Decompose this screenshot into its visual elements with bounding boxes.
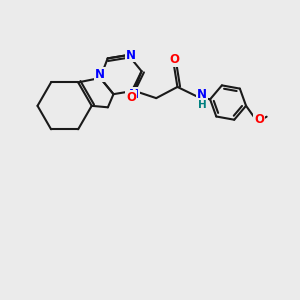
Text: N: N — [95, 68, 105, 81]
Text: O: O — [126, 91, 136, 104]
Text: H: H — [198, 100, 206, 110]
Text: O: O — [254, 113, 264, 126]
Text: N: N — [129, 88, 139, 101]
Text: N: N — [197, 88, 207, 101]
Text: N: N — [126, 49, 136, 62]
Text: O: O — [169, 53, 179, 66]
